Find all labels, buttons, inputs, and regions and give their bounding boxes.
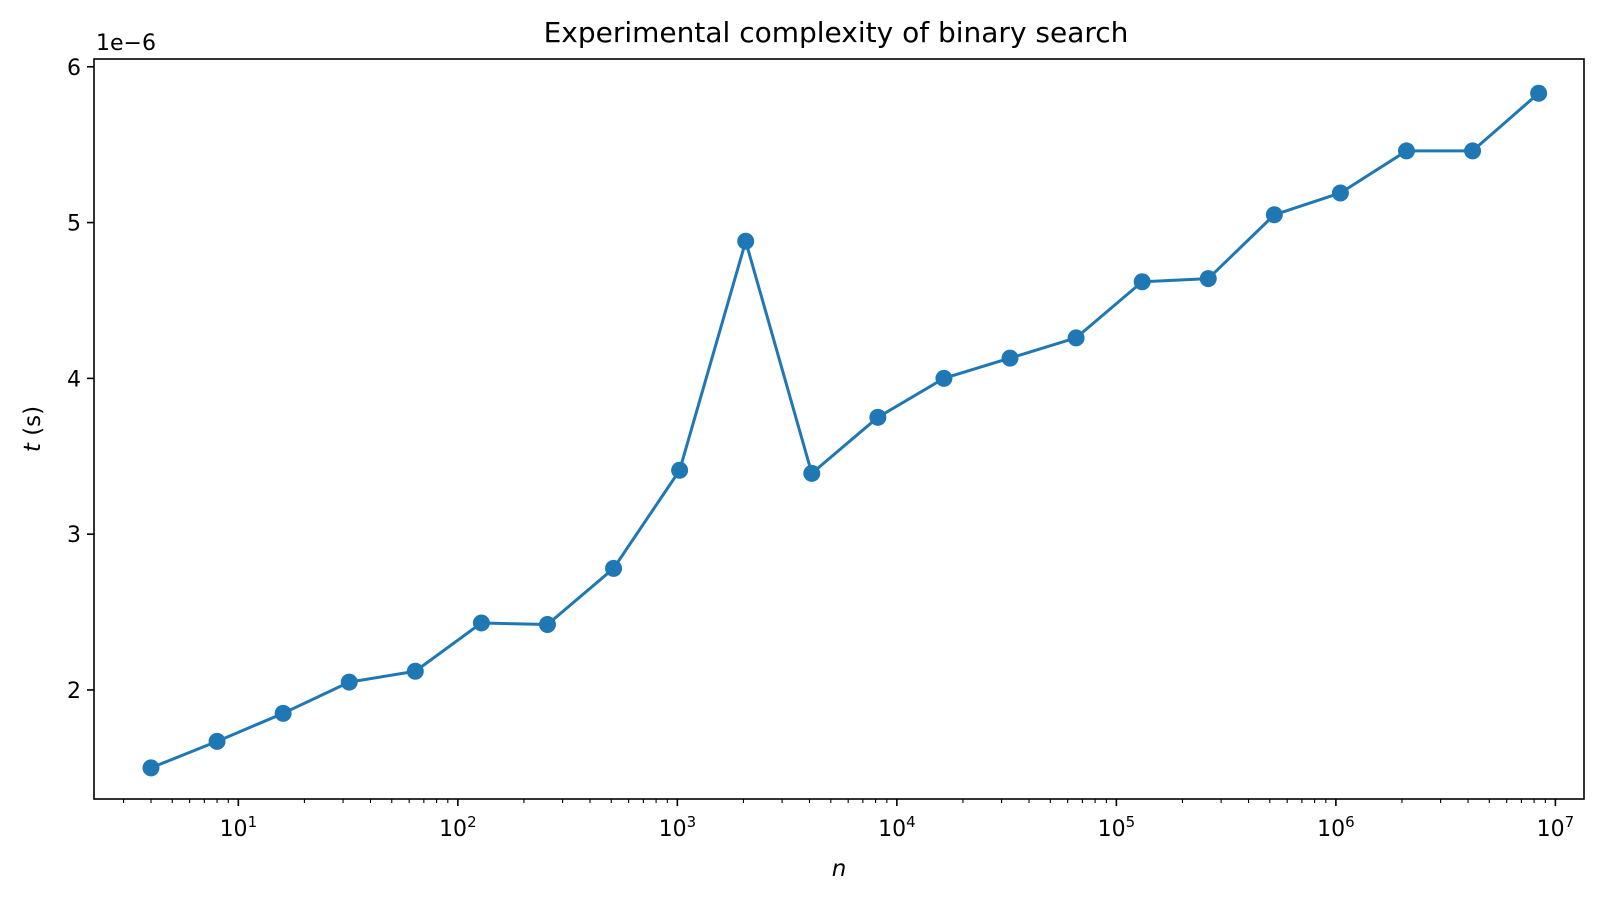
data-point — [737, 232, 755, 250]
x-tick-label: 102 — [439, 813, 477, 842]
data-point — [869, 408, 887, 426]
data-point — [1464, 142, 1482, 160]
data-point — [208, 732, 226, 750]
x-tick-label: 106 — [1317, 813, 1355, 842]
x-tick-labels: 101 102 103 104 105 106 107 — [220, 813, 1575, 842]
x-tick-base: 10 — [1537, 817, 1565, 842]
y-offset-text: 1e−6 — [96, 31, 156, 56]
data-point — [142, 759, 160, 777]
x-tick-exponent: 2 — [467, 813, 477, 831]
data-point — [406, 662, 424, 680]
x-tick-base: 10 — [878, 817, 906, 842]
x-tick-exponent: 3 — [687, 813, 697, 831]
x-tick-exponent: 4 — [906, 813, 916, 831]
y-tick-label: 3 — [67, 523, 81, 548]
x-tick-exponent: 5 — [1126, 813, 1136, 831]
y-axis-label-var: t — [20, 442, 46, 452]
x-tick-label: 105 — [1098, 813, 1136, 842]
y-axis-label-unit: (s) — [20, 406, 46, 443]
series-line — [150, 92, 1540, 770]
axis-ticks — [87, 65, 1557, 806]
data-point — [1331, 184, 1349, 202]
data-point — [935, 369, 953, 387]
x-axis-label: n — [832, 856, 847, 882]
data-point — [803, 464, 821, 482]
data-point — [274, 704, 292, 722]
x-tick-exponent: 6 — [1345, 813, 1355, 831]
x-tick-base: 10 — [659, 817, 687, 842]
x-tick-label: 101 — [220, 813, 258, 842]
x-tick-exponent: 7 — [1565, 813, 1575, 831]
y-tick-label: 5 — [67, 212, 81, 237]
data-point — [472, 614, 490, 632]
data-point — [1397, 142, 1415, 160]
y-tick-labels: 2 3 4 5 6 — [67, 56, 81, 704]
x-tick-base: 10 — [439, 817, 467, 842]
data-point — [1133, 273, 1151, 291]
plot-series — [142, 84, 1548, 777]
y-tick-label: 2 — [67, 679, 81, 704]
x-tick-base: 10 — [220, 817, 248, 842]
data-point — [1265, 206, 1283, 224]
data-point — [1199, 270, 1217, 288]
x-tick-base: 10 — [1317, 817, 1345, 842]
y-axis-label: t (s) — [20, 406, 46, 452]
data-point — [340, 673, 358, 691]
y-tick-label: 6 — [67, 56, 81, 81]
x-tick-label: 104 — [878, 813, 916, 842]
x-tick-label: 107 — [1537, 813, 1575, 842]
chart-title: Experimental complexity of binary search — [544, 16, 1129, 49]
x-tick-base: 10 — [1098, 817, 1126, 842]
plot-frame — [93, 58, 1585, 800]
y-tick-label: 4 — [67, 367, 81, 392]
data-point — [538, 616, 556, 634]
data-point — [1001, 349, 1019, 367]
data-point — [1067, 329, 1085, 347]
x-tick-exponent: 1 — [248, 813, 258, 831]
data-point — [671, 461, 689, 479]
x-tick-label: 103 — [659, 813, 697, 842]
data-point — [1530, 84, 1548, 102]
data-point — [605, 559, 623, 577]
